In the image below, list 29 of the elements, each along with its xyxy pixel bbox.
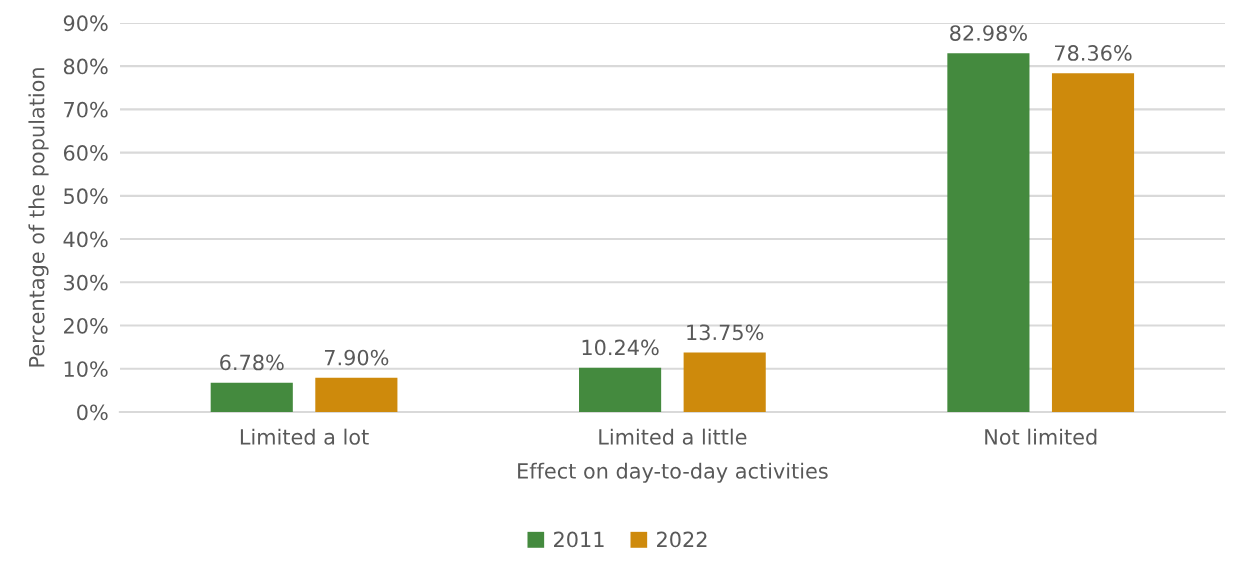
y-axis-title: Percentage of the population [28, 68, 49, 367]
y-tick-label: 20% [64, 317, 108, 334]
data-label: 6.78% [220, 354, 284, 371]
y-tick-label: 90% [63, 15, 108, 32]
x-tick-label: Not limited [985, 428, 1097, 445]
y-tick-label: 40% [63, 231, 108, 248]
bar [579, 367, 662, 412]
x-tick-label: Limited a lot [240, 428, 369, 445]
data-label: 78.36% [1055, 45, 1132, 61]
bar [1051, 73, 1135, 412]
data-label: 7.90% [324, 349, 389, 366]
bar [683, 352, 766, 412]
data-label: 13.75% [687, 324, 764, 341]
y-tick-label: 50% [64, 188, 108, 205]
bar [947, 53, 1030, 412]
y-tick-label: 60% [63, 145, 108, 161]
bar [210, 382, 293, 412]
x-axis-title: Effect on day-to-day activities [518, 462, 828, 483]
y-tick-label: 70% [64, 101, 108, 118]
y-tick-label: 80% [63, 58, 108, 75]
y-tick-label: 10% [64, 361, 108, 377]
legend-label: 2022 [657, 531, 707, 548]
data-label: 82.98% [950, 25, 1027, 41]
legend-label: 2011 [554, 531, 604, 548]
data-label: 10.24% [582, 339, 659, 356]
y-tick-label: 0% [77, 404, 108, 421]
x-tick-label: Limited a little [599, 428, 747, 445]
y-tick-label: 30% [64, 274, 108, 291]
bar [315, 377, 398, 412]
